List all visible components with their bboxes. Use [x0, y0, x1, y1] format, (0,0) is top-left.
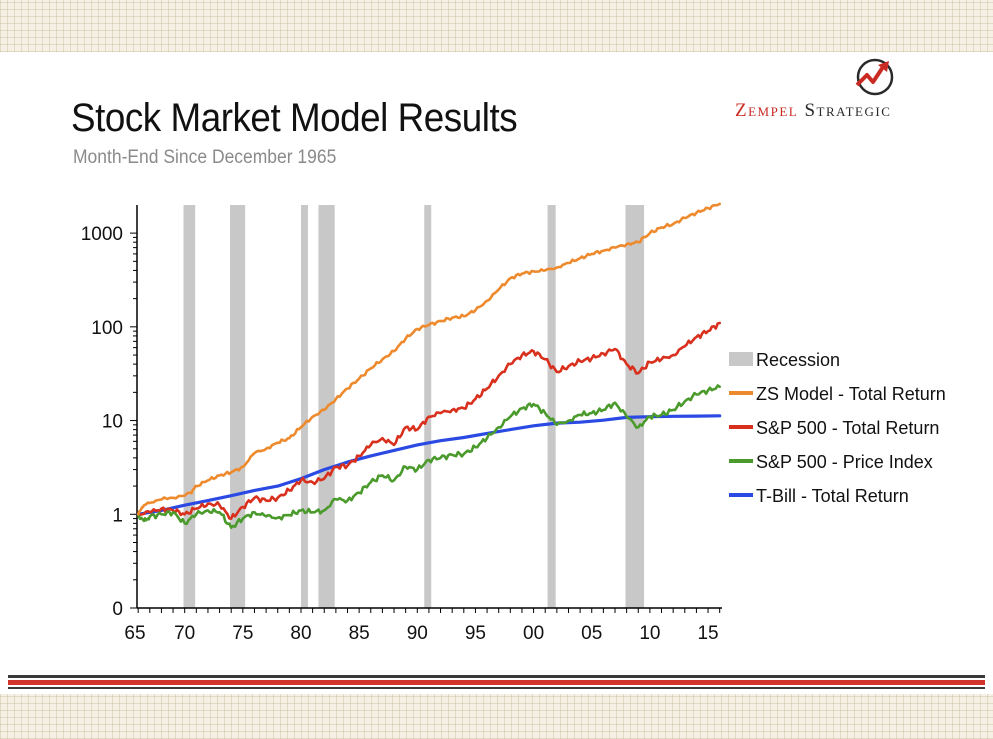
y-tick-label: 10: [102, 412, 123, 433]
x-tick-label: 00: [523, 623, 544, 644]
y-tick-label: 1: [112, 505, 123, 526]
x-tick-label: 75: [232, 623, 253, 644]
x-tick-label: 10: [639, 623, 660, 644]
recession-band: [300, 205, 308, 608]
legend-recession-swatch: [729, 352, 753, 366]
legend-label: ZS Model - Total Return: [756, 384, 946, 404]
y-tick-label: 0: [112, 599, 123, 620]
y-tick-label: 1000: [81, 224, 123, 245]
x-tick-label: 95: [465, 623, 486, 644]
chart-series: [136, 202, 722, 529]
x-tick-label: 05: [581, 623, 602, 644]
x-tick-label: 85: [349, 623, 370, 644]
page-title: Stock Market Model Results: [71, 96, 518, 140]
page-subtitle: Month-End Since December 1965: [73, 147, 337, 168]
footer-rule-dark: [8, 675, 985, 678]
y-tick-label: 100: [91, 318, 123, 339]
chart-legend: Recession ZS Model - Total Return S&P 500 …: [729, 350, 946, 506]
top-decorative-band: [0, 0, 993, 52]
brand-name-part1: Zempel: [735, 100, 799, 121]
legend-label: Recession: [756, 350, 840, 370]
bottom-decorative-band: [0, 694, 993, 739]
brand-name-part2: Strategic: [804, 100, 892, 121]
recession-band: [625, 205, 645, 608]
series-line: [136, 384, 721, 529]
legend-label: S&P 500 - Price Index: [756, 452, 933, 472]
series-line: [136, 321, 721, 520]
brand-wordmark: Zempel Strategic: [735, 100, 891, 122]
legend-label: T-Bill - Total Return: [756, 486, 909, 506]
x-tick-label: 90: [407, 623, 428, 644]
x-tick-label: 70: [174, 623, 195, 644]
recession-band: [230, 205, 246, 608]
series-line: [136, 202, 721, 516]
footer-rule-red: [8, 680, 985, 685]
recession-band: [424, 205, 432, 608]
footer-rule-dark-thin: [8, 687, 985, 689]
series-line: [136, 414, 722, 516]
x-tick-label: 15: [697, 623, 718, 644]
recession-band: [547, 205, 556, 608]
legend-label: S&P 500 - Total Return: [756, 418, 939, 438]
zigzag-arrow-circle-icon: [855, 58, 894, 96]
x-tick-label: 80: [290, 623, 311, 644]
recession-bands: [183, 205, 645, 608]
recession-band: [183, 205, 196, 608]
x-tick-label: 65: [124, 623, 145, 644]
